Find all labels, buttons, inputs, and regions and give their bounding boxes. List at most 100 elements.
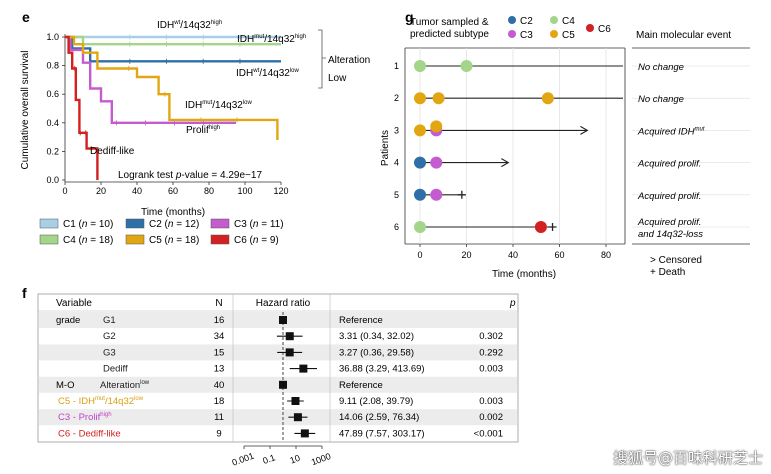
pg-sample-c5	[414, 124, 426, 137]
pg-legend-dot-c4	[550, 16, 558, 24]
pg-event-2: No change	[638, 94, 684, 105]
km-logrank: Logrank test p-value = 4.29e−17	[118, 170, 262, 181]
pg-sample-c2	[414, 188, 426, 201]
pg-censored-marker	[580, 125, 589, 135]
forest-header-p: p	[509, 298, 516, 309]
pg-sample-c3	[430, 156, 443, 169]
km-x-tick-label: 20	[96, 186, 106, 196]
forest-x-tick-label: 0.001	[231, 451, 256, 468]
km-label-alteration: Alteration	[328, 55, 370, 66]
forest-point	[285, 348, 294, 357]
forest-group-label: grade	[56, 315, 80, 326]
km-x-tick-label: 100	[237, 186, 252, 196]
km-xlabel: Time (months)	[141, 207, 205, 218]
forest-row-n: 11	[214, 412, 224, 423]
km-x-tick-label: 40	[132, 186, 142, 196]
pg-patient-id: 1	[394, 61, 399, 71]
km-y-tick-label: 0.2	[46, 146, 59, 156]
forest-row-label: Alterationlow	[100, 380, 150, 391]
pg-patient-id: 5	[394, 190, 399, 200]
pg-sample-c5	[541, 92, 554, 105]
pg-x-tick-label: 0	[417, 250, 422, 260]
pg-patient-id: 3	[394, 125, 399, 135]
forest-row-p: <0.001	[474, 428, 503, 439]
forest-point	[300, 429, 309, 438]
forest-x-tick-label: 10	[289, 453, 302, 466]
pg-legend-dot-c5	[550, 30, 558, 38]
km-legend-label-c3: C3 (n = 11)	[234, 219, 284, 230]
pg-sample-c3	[430, 188, 443, 201]
panel-label-f: f	[22, 285, 27, 301]
km-legend-label-c6: C6 (n = 9)	[234, 235, 279, 246]
pg-ylabel: Patients	[380, 130, 391, 166]
km-legend-swatch-c2	[125, 218, 145, 229]
forest-row-label: Dediff	[103, 364, 128, 375]
forest-row-p: 0.003	[479, 364, 503, 375]
km-legend: C1 (n = 10) C2 (n = 12) C3 (n = 11) C4 (n =…	[39, 218, 284, 246]
forest-row-p: 0.003	[479, 396, 503, 407]
forest-row-p: 0.302	[479, 331, 503, 342]
pg-legend-label-c6: C6	[598, 24, 611, 35]
forest-x-tick-label: 0.1	[261, 452, 276, 466]
km-curve-c5	[65, 35, 279, 140]
forest-row-p: 0.292	[479, 347, 503, 358]
km-legend-swatch-c4	[39, 234, 59, 245]
forest-row-label: G1	[103, 315, 116, 326]
pg-xlabel: Time (months)	[492, 269, 556, 280]
forest-point	[293, 413, 302, 422]
km-label-prolif: Prolifhigh	[186, 125, 220, 136]
pg-event-6-line2: and 14q32-loss	[638, 229, 703, 240]
forest-frame	[37, 293, 519, 443]
pg-x-tick-label: 60	[554, 250, 564, 260]
pg-sample-c2	[414, 156, 426, 169]
forest-row-n: 34	[214, 331, 225, 342]
forest-table: Variable N Hazard ratio p grade G1 16 Refer…	[37, 293, 519, 468]
forest-row-band	[39, 409, 517, 426]
forest-row-p: 0.002	[479, 412, 503, 423]
forest-row-label: C6 - Dediff-like	[58, 428, 121, 439]
km-legend-label-c1: C1 (n = 10)	[63, 219, 113, 230]
forest-row-estimate: 9.11 (2.08, 39.79)	[339, 396, 413, 407]
pg-event-3: Acquired IDHmut	[637, 126, 705, 137]
forest-point	[279, 316, 287, 324]
forest-row-band	[39, 312, 517, 328]
km-y-tick-label: 1.0	[46, 32, 59, 42]
km-label-low: Low	[328, 73, 347, 84]
pg-censored-note: > Censored	[650, 255, 702, 266]
forest-row-estimate: 14.06 (2.59, 76.34)	[339, 412, 419, 423]
km-label-idhmut-low: IDHmut/14q32low	[185, 100, 253, 111]
forest-point	[299, 364, 308, 373]
pg-legend-label-c2: C2	[520, 16, 533, 27]
forest-row-label: C5 - IDHmut/14q32low	[58, 396, 144, 407]
pg-axes: 0 20 40 60 80	[404, 47, 750, 260]
forest-row-estimate: Reference	[339, 315, 383, 326]
km-curve-c6	[65, 35, 99, 180]
pg-rows: 1 No change 2 No change 3 Acquired IDHmut 4 Acq…	[394, 60, 750, 240]
forest-row-estimate: 3.31 (0.34, 32.02)	[339, 331, 414, 342]
km-legend-swatch-c6	[210, 234, 230, 245]
pg-event-4: Acquired prolif.	[637, 159, 701, 170]
forest-row-n: 18	[214, 396, 225, 407]
km-y-tick-label: 0.6	[46, 89, 59, 99]
forest-row-label: G2	[103, 331, 116, 342]
forest-group-label: M-O	[56, 380, 74, 391]
pg-patient-id: 6	[394, 222, 399, 232]
pg-title-1: Tumor sampled &	[410, 17, 489, 28]
forest-row-label: G3	[103, 347, 116, 358]
forest-axis: 0.001 0.1 10 1000	[231, 445, 332, 468]
forest-row-n: 9	[216, 428, 221, 439]
forest-header-variable: Variable	[56, 298, 92, 309]
forest-point	[285, 332, 294, 341]
pg-event-1: No change	[638, 62, 684, 73]
panel-label-e: e	[22, 9, 30, 25]
km-ylabel: Cumulative overall survival	[20, 51, 31, 170]
km-curve-c3	[65, 35, 236, 124]
km-label-idhmut-high: IDHmut/14q32high	[237, 34, 306, 45]
km-label-idhwt-low: IDHwt/14q32low	[236, 68, 299, 79]
km-plot: 0.0 0.2 0.4 0.6 0.8 1.0 0 20 40 60 80 100 120 Cumula…	[20, 20, 370, 218]
forest-row-estimate: Reference	[339, 380, 383, 391]
forest-row-band	[39, 376, 517, 393]
forest-rows: grade G1 16 Reference G2 34 3.31 (0.34, 32.02)…	[38, 294, 518, 442]
km-legend-label-c2: C2 (n = 12)	[149, 219, 199, 230]
pg-legend-dot-c3	[508, 30, 516, 38]
